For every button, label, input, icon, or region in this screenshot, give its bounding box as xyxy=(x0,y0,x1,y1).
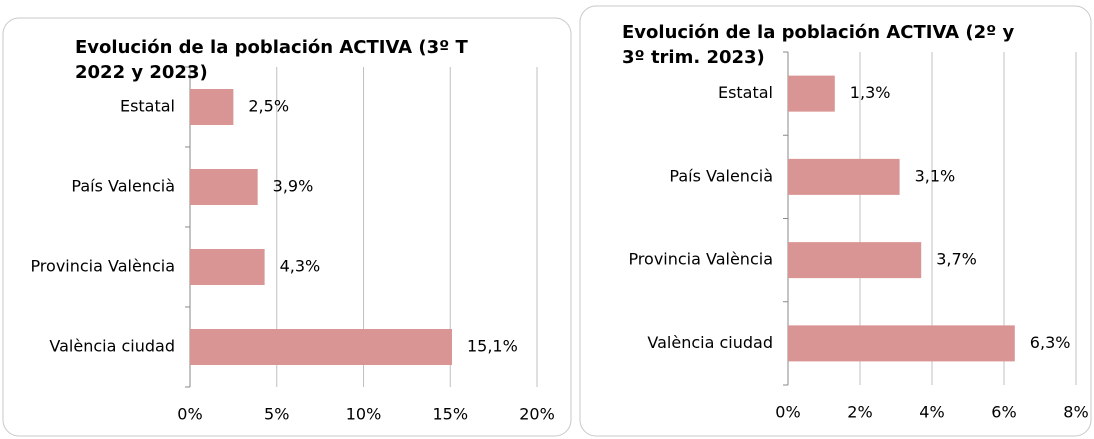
x-tick-label: 20% xyxy=(519,405,555,424)
x-tick-label: 8% xyxy=(1063,403,1088,422)
value-label: 15,1% xyxy=(467,337,518,356)
x-tick-label: 2% xyxy=(847,403,872,422)
y-tick-label: Provincia València xyxy=(628,250,773,269)
value-label: 4,3% xyxy=(280,257,321,276)
x-tick-label: 15% xyxy=(432,405,468,424)
bar xyxy=(788,75,835,112)
y-tick-label: País Valencià xyxy=(71,177,175,196)
bar xyxy=(190,249,265,285)
chart-title: Evolución de la población ACTIVA (3º T 2… xyxy=(75,37,468,83)
x-tick-label: 6% xyxy=(991,403,1016,422)
x-tick-label: 4% xyxy=(919,403,944,422)
bar xyxy=(190,169,258,205)
x-tick-label: 10% xyxy=(346,405,382,424)
value-label: 3,9% xyxy=(273,177,314,196)
y-tick-label: País Valencià xyxy=(669,166,773,185)
bar xyxy=(788,242,922,279)
y-tick-label: València ciudad xyxy=(647,333,773,352)
y-tick-label: Provincia València xyxy=(30,257,175,276)
bar xyxy=(190,89,234,125)
bar xyxy=(190,329,452,365)
chart-frame xyxy=(579,5,1092,437)
x-tick-label: 0% xyxy=(177,405,202,424)
value-label: 3,7% xyxy=(936,250,977,269)
bar xyxy=(788,158,900,195)
bar xyxy=(788,325,1015,362)
y-tick-label: València ciudad xyxy=(49,337,175,356)
chart-title: Evolución de la población ACTIVA (2º y 3… xyxy=(622,22,1015,68)
value-label: 2,5% xyxy=(248,97,289,116)
y-tick-label: Estatal xyxy=(718,83,773,102)
x-tick-label: 0% xyxy=(775,403,800,422)
value-label: 1,3% xyxy=(850,83,891,102)
value-label: 6,3% xyxy=(1030,333,1071,352)
value-label: 3,1% xyxy=(915,166,956,185)
y-tick-label: Estatal xyxy=(120,97,175,116)
x-tick-label: 5% xyxy=(264,405,289,424)
